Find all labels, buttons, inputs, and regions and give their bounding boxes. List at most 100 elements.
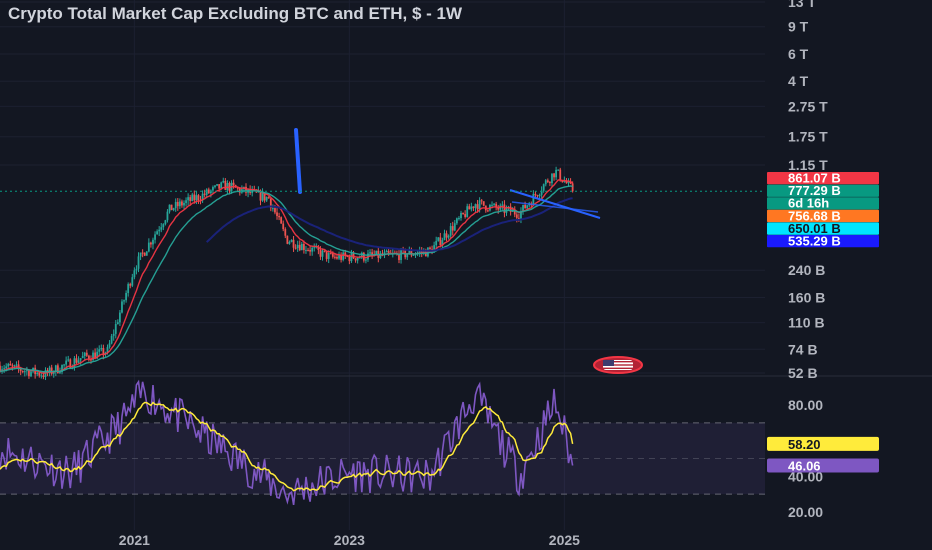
candle-body [83,352,86,357]
candle-body [567,181,570,184]
time-tick-label: 2023 [334,532,365,548]
price-tick-label: 9 T [788,19,809,35]
candle-body [269,198,272,209]
candle-body [437,237,440,241]
price-badge [767,197,879,210]
flag-stripe [603,361,633,363]
candle-body [100,348,103,350]
trend-line [511,201,599,213]
candle-body [203,193,206,195]
candle-body [137,256,140,269]
candle-body [77,360,80,363]
candle-body [238,188,241,193]
candle-body [309,250,311,252]
candle-body [522,204,524,212]
candle-body [455,218,458,224]
candle-body [453,223,456,231]
price-tick-label: 160 B [788,289,825,305]
candle-body [201,193,204,201]
candle-body [466,206,469,218]
candle-body [114,323,117,334]
candle-body [298,244,301,251]
candle-body [214,185,216,188]
price-tick-label: 240 B [788,262,825,278]
candle-body [369,252,371,254]
price-tick-label: 1.15 T [788,157,828,173]
candle-body [224,180,227,190]
candle-body [325,251,328,259]
candle-body [317,246,320,250]
candle-body [474,204,477,208]
candle-body [116,322,119,324]
candle-body [112,333,115,336]
trend-line [509,189,601,219]
candle-body [447,235,450,238]
candle-body [162,224,165,228]
candle-body [245,186,247,193]
candle-body [131,277,134,286]
candle-body [96,351,99,359]
candle-body [21,371,24,373]
price-badge [767,222,879,235]
candle-body [439,237,442,246]
candle-body [75,358,78,363]
us-flag-icon[interactable] [593,356,643,374]
candle-body [110,335,113,344]
rsi-lines [0,379,574,506]
candle-body [209,190,212,194]
candle-body [536,195,539,197]
candle-body [464,214,467,218]
candle-body [191,194,194,201]
candle-body [553,173,555,178]
candle-body [509,206,512,212]
candle-body [286,235,289,244]
candle-body [67,359,70,361]
candle-body [79,358,82,361]
candle-body [168,204,171,212]
candle-body [178,201,181,207]
candle-body [40,375,43,377]
candle-body [410,250,413,256]
candle-body [486,210,489,212]
candle-body [7,363,10,367]
candle-body [119,312,121,323]
candle-body [336,256,338,259]
candle-body [13,365,16,367]
candle-body [549,182,551,184]
candle-body [565,180,568,184]
time-tick-label: 2021 [119,532,150,548]
candle-body [358,257,361,259]
candle-body [228,182,231,191]
candle-body [28,370,30,377]
candle-body [92,352,94,361]
candle-body [563,180,566,183]
candle-body [9,363,12,366]
candle-body [81,356,84,359]
candle-body [133,270,136,278]
candle-body [160,227,163,230]
candle-body [517,217,520,219]
price-badge [767,235,879,248]
candle-body [185,200,187,203]
candle-body [87,355,90,359]
grid [0,0,932,530]
rsi-badge [767,436,879,451]
rsi-band [0,422,765,495]
candle-body [387,250,390,253]
rsi-tick-label: 80.00 [788,397,823,413]
candle-body [282,223,285,230]
price-tick-label: 13 T [788,0,816,10]
candle-body [356,257,359,261]
candle-body [274,208,276,213]
candle-body [3,368,6,370]
candle-body [334,256,336,258]
candle-body [36,372,39,375]
candle-body [520,211,522,219]
time-axis: 2021 2023 2025 [119,532,580,548]
price-tick-label: 110 B [788,315,825,331]
candle-body [85,352,88,356]
candle-body [482,201,485,206]
candle-body [284,229,287,236]
candle-body [542,184,545,191]
